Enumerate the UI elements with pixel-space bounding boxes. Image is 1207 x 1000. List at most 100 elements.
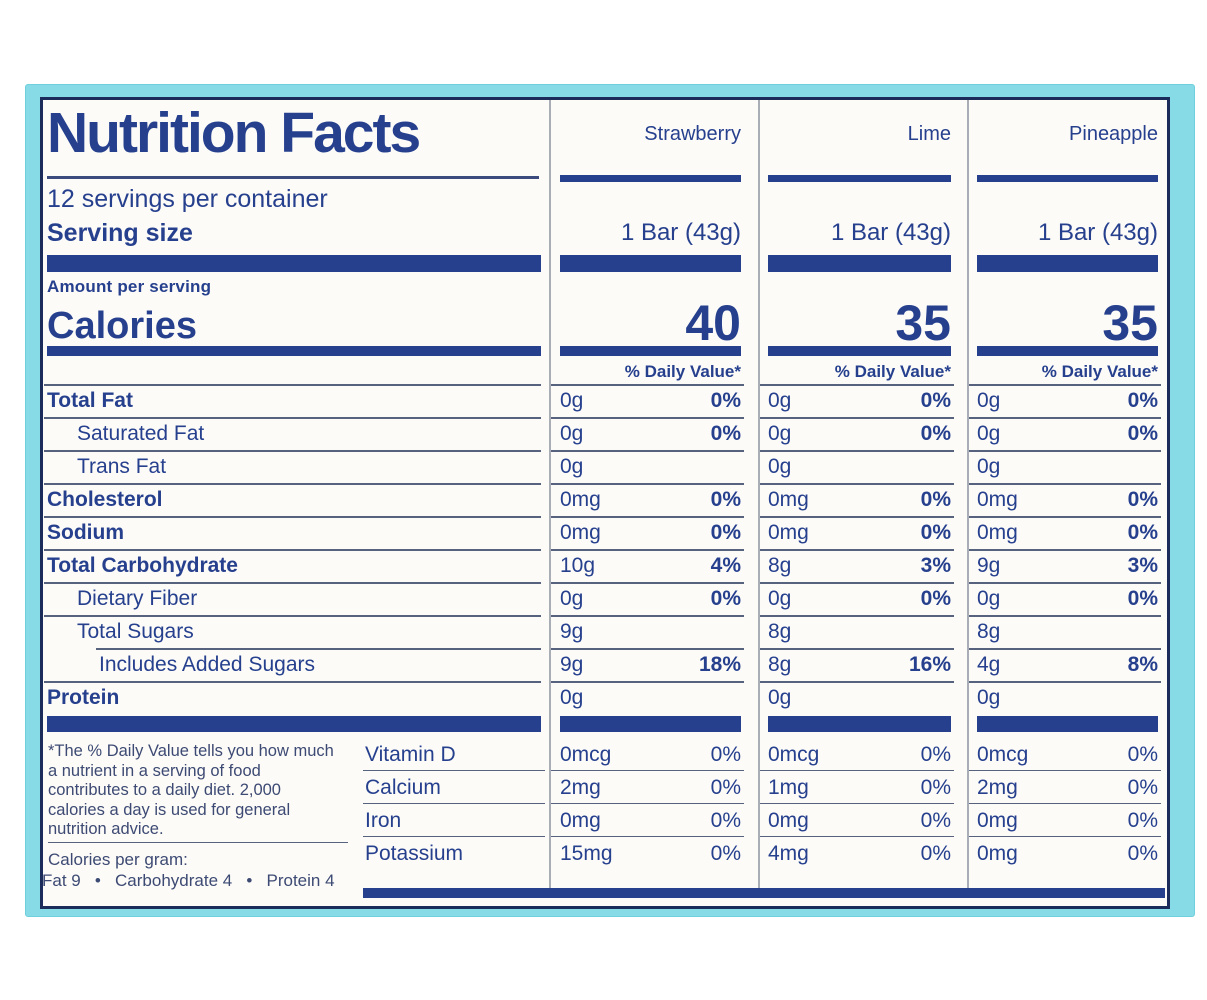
daily-value-header: % Daily Value*	[1041, 362, 1158, 381]
nutrient-label: Saturated Fat	[43, 417, 549, 450]
flavor-bar-cell	[758, 174, 967, 184]
amount: 0mg	[560, 520, 601, 544]
daily-value: 0%	[920, 808, 951, 832]
daily-value: 0%	[710, 775, 741, 799]
daily-value: 0%	[1127, 775, 1158, 799]
row-total-sugars: Total Sugars 9g 8g 8g	[43, 615, 1167, 648]
amount: 9g	[560, 652, 584, 676]
row-iron: Iron 0mg 0% 0mg 0% 0mg 0%	[43, 804, 1167, 837]
calories-bar-band	[43, 344, 1167, 360]
amount: 0g	[560, 421, 584, 445]
servings-band: 12 servings per container	[43, 184, 1167, 214]
calories-bar-cell	[43, 344, 549, 356]
amount: 10g	[560, 553, 596, 577]
daily-value: 0%	[710, 742, 741, 766]
amount: 1mg	[768, 775, 809, 799]
amount: 0mg	[977, 520, 1018, 544]
nutrition-label: Nutrition Facts Strawberry Lime Pineappl…	[40, 97, 1170, 909]
calories-value-strawberry: 40	[685, 295, 741, 351]
flavor-bar	[977, 175, 1158, 182]
row-total-fat: Total Fat 0g 0% 0g 0% 0g 0%	[43, 384, 1167, 417]
serving-size-strawberry: 1 Bar (43g)	[620, 219, 741, 246]
bottom-bar	[363, 888, 1165, 898]
serving-size-label: Serving size	[47, 218, 193, 247]
vitamin-label: Calcium	[361, 771, 549, 804]
thick-bar-cell	[43, 252, 549, 272]
nutrient-label: Sodium	[43, 516, 549, 549]
thick-bar	[977, 716, 1158, 732]
calories-bar	[977, 346, 1158, 356]
daily-value: 0%	[710, 388, 741, 412]
amount: 0mg	[977, 841, 1018, 865]
amount: 8g	[768, 553, 792, 577]
calories-label: Calories	[47, 304, 197, 347]
footnote-line: contributes to a daily diet. 2,000	[48, 781, 281, 799]
amount: 0mcg	[560, 742, 612, 766]
amount: 9g	[560, 619, 584, 643]
nutrient-label: Dietary Fiber	[43, 582, 549, 615]
amount: 0g	[977, 421, 1001, 445]
amount: 0mg	[768, 808, 809, 832]
daily-value: 0%	[920, 775, 951, 799]
nutrient-label: Includes Added Sugars	[43, 648, 549, 681]
daily-value: 0%	[710, 487, 741, 511]
calories-value-lime: 35	[895, 295, 951, 351]
nutrient-rows: Total Fat 0g 0% 0g 0% 0g 0% Saturated Fat 0…	[43, 384, 1167, 714]
amount: 15mg	[560, 841, 613, 865]
thick-bar-cell	[967, 714, 1167, 732]
row-vitamin-d: Vitamin D 0mcg 0% 0mcg 0% 0mcg 0%	[43, 738, 1167, 771]
calories-value-pineapple: 35	[1102, 295, 1158, 351]
amount: 0mg	[768, 520, 809, 544]
row-protein: Protein 0g 0g 0g	[43, 681, 1167, 714]
amount: 8g	[768, 619, 792, 643]
daily-value: 0%	[1127, 742, 1158, 766]
amount: 8g	[977, 619, 1001, 643]
daily-value: 0%	[920, 586, 951, 610]
amount: 0g	[768, 421, 792, 445]
servings-per-container: 12 servings per container	[47, 184, 328, 213]
daily-value: 0%	[1127, 421, 1158, 445]
calories-per-gram-values: Fat 9 • Carbohydrate 4 • Protein 4	[42, 871, 335, 890]
header-rule-band	[43, 174, 1167, 184]
daily-value: 3%	[1127, 553, 1158, 577]
column-divider-1	[549, 100, 551, 892]
daily-value: 3%	[920, 553, 951, 577]
label-title: Nutrition Facts	[47, 101, 421, 165]
vitamin-bar-band	[43, 714, 1167, 738]
amount: 0g	[560, 454, 584, 478]
row-potassium: Potassium 15mg 0% 4mg 0% 0mg 0%	[43, 837, 1167, 870]
row-sodium: Sodium 0mg 0% 0mg 0% 0mg 0%	[43, 516, 1167, 549]
calories-per-gram: Calories per gram: Fat 9 • Carbohydrate …	[42, 842, 348, 891]
thick-bar-cell	[43, 714, 549, 732]
daily-value: 0%	[920, 388, 951, 412]
daily-value: 0%	[710, 421, 741, 445]
title-rule-cell	[43, 174, 549, 184]
daily-value: 0%	[710, 520, 741, 544]
amount: 0g	[768, 388, 792, 412]
calories-bar	[560, 346, 741, 356]
column-divider-3	[967, 100, 969, 892]
amount: 2mg	[977, 775, 1018, 799]
amount: 0g	[768, 586, 792, 610]
flavor-header-lime: Lime	[907, 123, 951, 145]
row-saturated-fat: Saturated Fat 0g 0% 0g 0% 0g 0%	[43, 417, 1167, 450]
amount: 0g	[560, 388, 584, 412]
nutrient-label: Total Carbohydrate	[43, 549, 549, 582]
thick-bar	[560, 716, 741, 732]
amount: 9g	[977, 553, 1001, 577]
thick-bar-cell	[549, 714, 758, 732]
daily-value-header-band: % Daily Value* % Daily Value* % Daily Va…	[43, 360, 1167, 384]
thick-bar	[47, 716, 541, 732]
daily-value: 0%	[1127, 586, 1158, 610]
daily-value: 0%	[1127, 520, 1158, 544]
amount: 4mg	[768, 841, 809, 865]
calories-bar	[47, 346, 541, 356]
nutrient-label: Trans Fat	[43, 450, 549, 483]
daily-value: 0%	[920, 421, 951, 445]
daily-value: 0%	[920, 520, 951, 544]
daily-value: 0%	[1127, 487, 1158, 511]
serving-size-pineapple: 1 Bar (43g)	[1037, 219, 1158, 246]
serving-size-band: Serving size 1 Bar (43g) 1 Bar (43g) 1 B…	[43, 214, 1167, 252]
daily-value: 0%	[710, 841, 741, 865]
